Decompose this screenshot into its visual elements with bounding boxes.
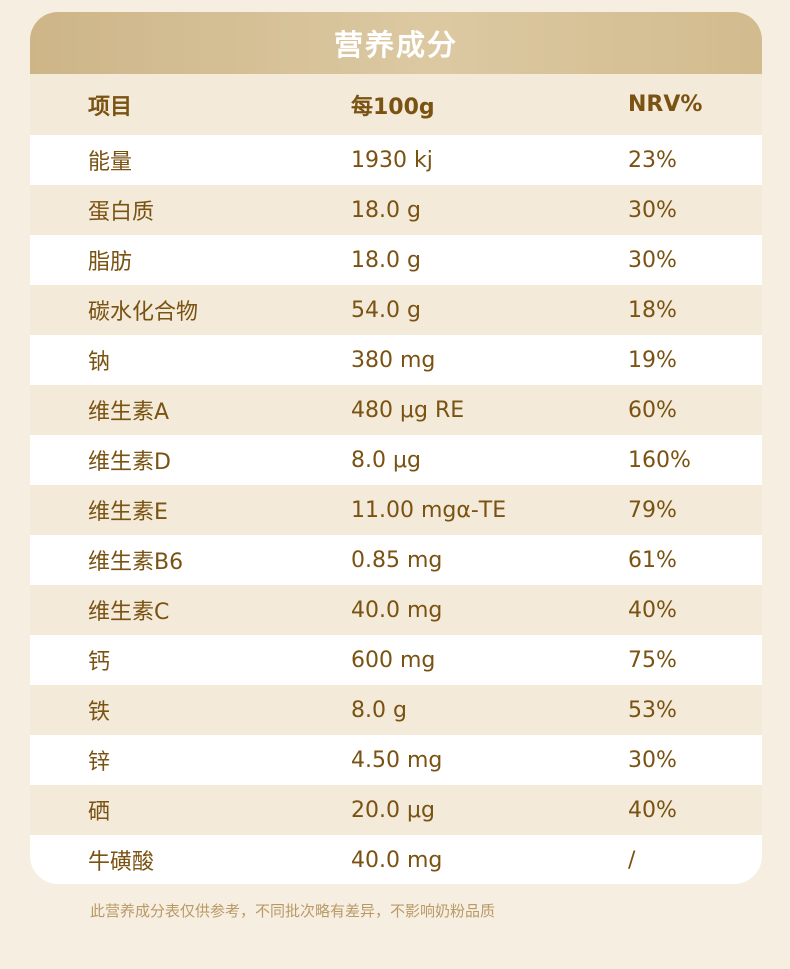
nutrient-amount: 1930 kj [351, 147, 433, 173]
nutrient-nrv: 30% [628, 247, 677, 273]
table-row: 能量 1930 kj 23% [30, 135, 762, 185]
header-item: 项目 [88, 94, 133, 120]
nutrient-nrv: 60% [628, 397, 677, 423]
table-row: 牛磺酸 40.0 mg / [30, 835, 762, 884]
nutrient-amount: 40.0 mg [351, 847, 443, 873]
header-nrv: NRV% [628, 92, 703, 117]
nutrient-nrv: 160% [628, 447, 691, 473]
nutrient-amount: 40.0 mg [351, 597, 443, 623]
nutrient-nrv: 40% [628, 797, 677, 823]
nutrient-name: 维生素A [88, 400, 170, 425]
nutrient-amount: 0.85 mg [351, 547, 443, 573]
nutrient-nrv: 79% [628, 497, 677, 523]
table-row: 脂肪 18.0 g 30% [30, 235, 762, 285]
table-row: 维生素A 480 μg RE 60% [30, 385, 762, 435]
nutrient-name: 维生素B6 [88, 550, 184, 575]
nutrient-name: 脂肪 [88, 250, 133, 275]
nutrient-nrv: 30% [628, 197, 677, 223]
table-title: 营养成分 [30, 12, 762, 74]
header-per-100g: 每100g [351, 94, 435, 120]
nutrient-name: 维生素D [88, 450, 171, 475]
nutrient-nrv: 75% [628, 647, 677, 673]
nutrient-nrv: 40% [628, 597, 677, 623]
nutrient-name: 锌 [88, 750, 111, 775]
nutrient-name: 维生素E [88, 500, 168, 525]
table-row: 钠 380 mg 19% [30, 335, 762, 385]
table-row: 维生素B6 0.85 mg 61% [30, 535, 762, 585]
table-row: 蛋白质 18.0 g 30% [30, 185, 762, 235]
nutrient-name: 牛磺酸 [88, 850, 155, 875]
nutrient-amount: 380 mg [351, 347, 436, 373]
nutrient-name: 钠 [88, 350, 111, 375]
nutrient-name: 钙 [88, 650, 111, 675]
table-row: 维生素E 11.00 mgα-TE 79% [30, 485, 762, 535]
table-row: 铁 8.0 g 53% [30, 685, 762, 735]
nutrient-nrv: 18% [628, 297, 677, 323]
disclaimer-note: 此营养成分表仅供参考，不同批次略有差异，不影响奶粉品质 [90, 902, 496, 920]
nutrient-nrv: 53% [628, 697, 677, 723]
nutrient-nrv: 19% [628, 347, 677, 373]
nutrient-amount: 8.0 μg [351, 447, 421, 473]
nutrient-nrv: 30% [628, 747, 677, 773]
nutrient-amount: 20.0 μg [351, 797, 435, 823]
nutrient-amount: 8.0 g [351, 697, 407, 723]
nutrient-amount: 600 mg [351, 647, 436, 673]
table-row: 硒 20.0 μg 40% [30, 785, 762, 835]
nutrient-amount: 11.00 mgα-TE [351, 497, 507, 523]
table-row: 维生素D 8.0 μg 160% [30, 435, 762, 485]
nutrient-name: 碳水化合物 [88, 300, 199, 325]
nutrient-amount: 18.0 g [351, 197, 421, 223]
nutrient-name: 铁 [88, 700, 111, 725]
nutrient-name: 维生素C [88, 600, 170, 625]
nutrient-nrv: 61% [628, 547, 677, 573]
nutrient-nrv: / [628, 847, 636, 873]
nutrient-amount: 54.0 g [351, 297, 421, 323]
table-row: 钙 600 mg 75% [30, 635, 762, 685]
nutrient-nrv: 23% [628, 147, 677, 173]
nutrient-amount: 18.0 g [351, 247, 421, 273]
nutrient-name: 硒 [88, 800, 111, 825]
table-row: 维生素C 40.0 mg 40% [30, 585, 762, 635]
table-row: 碳水化合物 54.0 g 18% [30, 285, 762, 335]
table-row: 锌 4.50 mg 30% [30, 735, 762, 785]
table-header-row: 项目 每100g NRV% [30, 74, 762, 135]
nutrient-amount: 4.50 mg [351, 747, 443, 773]
nutrient-name: 蛋白质 [88, 200, 155, 225]
nutrition-table-card: 营养成分 项目 每100g NRV% 能量 1930 kj 23% 蛋白质 18… [30, 12, 762, 884]
nutrient-name: 能量 [88, 150, 133, 175]
nutrient-amount: 480 μg RE [351, 397, 465, 423]
